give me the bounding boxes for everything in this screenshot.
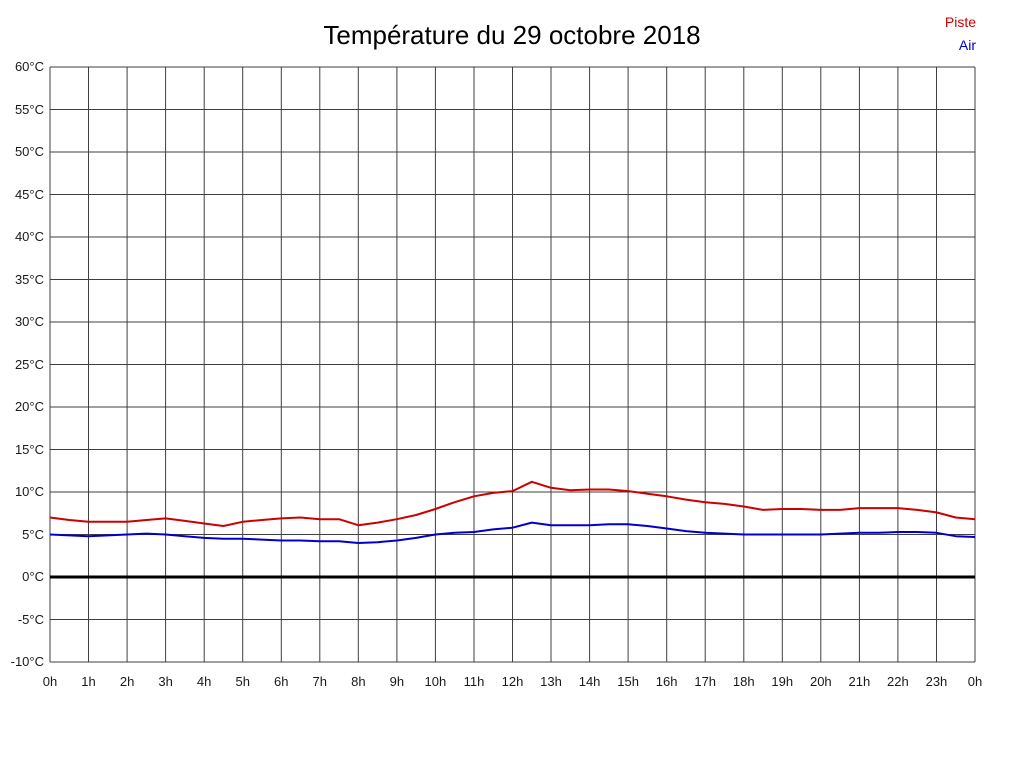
y-axis-tick-label: 10°C bbox=[14, 484, 44, 499]
x-axis-tick-label: 12h bbox=[501, 674, 524, 689]
x-axis-tick-label: 9h bbox=[389, 674, 405, 689]
x-axis-tick-labels: 0h 1h 2h 3h 4h 5h 6h 7h 8h 9h 10h 11h 12h 13h 14h 15h 16… bbox=[0, 674, 1024, 694]
series-line-air bbox=[49, 521, 976, 544]
x-axis-tick-label: 4h bbox=[196, 674, 212, 689]
x-axis-tick-label: 10h bbox=[424, 674, 447, 689]
chart-title: Température du 29 octobre 2018 bbox=[323, 20, 701, 50]
x-axis-tick-label: 20h bbox=[809, 674, 832, 689]
y-axis-tick-label: 20°C bbox=[14, 399, 44, 414]
y-axis-tick-label: 35°C bbox=[14, 271, 44, 287]
x-axis-tick-label: 19h bbox=[771, 674, 794, 689]
y-axis-tick-label: 30°C bbox=[14, 314, 44, 329]
y-axis-tick-label: -5°C bbox=[17, 611, 44, 627]
y-axis-tick-label: 45°C bbox=[14, 186, 44, 202]
x-axis-tick-label: 5h bbox=[235, 674, 250, 689]
x-axis-tick-label: 22h bbox=[887, 674, 909, 689]
x-axis-tick-label: 0h bbox=[967, 674, 983, 689]
legend-item-air: Air bbox=[958, 37, 976, 53]
x-axis-tick-label: 0h bbox=[42, 674, 58, 689]
y-axis-tick-label: -10°C bbox=[10, 654, 44, 669]
x-axis-tick-label: 7h bbox=[312, 674, 328, 689]
x-axis-tick-label: 23h bbox=[925, 674, 948, 689]
x-axis-tick-label: 3h bbox=[158, 674, 173, 689]
y-axis-tick-label: 60°C bbox=[14, 59, 44, 74]
x-axis-tick-label: 21h bbox=[848, 674, 871, 689]
y-axis-tick-label: 0°C bbox=[22, 569, 44, 584]
x-axis-tick-label: 14h bbox=[578, 674, 601, 689]
x-axis-tick-label: 6h bbox=[274, 674, 289, 689]
chart-legend: Piste Air bbox=[945, 11, 976, 57]
x-axis-tick-label: 13h bbox=[540, 674, 562, 689]
y-axis-tick-label: 40°C bbox=[14, 229, 44, 244]
y-axis-tick-labels: 60°C 55°C 50°C 45°C 40°C 35°C 30°C 25°C 20°C 15°C… bbox=[0, 0, 44, 768]
x-axis-tick-label: 18h bbox=[732, 674, 755, 689]
y-axis-tick-label: 15°C bbox=[14, 441, 44, 457]
y-axis-tick-label: 50°C bbox=[14, 144, 44, 159]
legend-item-piste: Piste bbox=[944, 14, 976, 30]
x-axis-tick-label: 8h bbox=[351, 674, 366, 689]
x-axis-tick-label: 2h bbox=[119, 674, 135, 689]
x-axis-tick-label: 17h bbox=[694, 674, 717, 689]
x-axis-tick-label: 1h bbox=[81, 674, 96, 689]
y-axis-tick-label: 55°C bbox=[14, 101, 44, 117]
x-axis-tick-label: 16h bbox=[655, 674, 678, 689]
x-axis-tick-label: 11h bbox=[463, 674, 485, 689]
y-axis-tick-label: 5°C bbox=[22, 526, 44, 542]
series-line-piste bbox=[49, 480, 976, 527]
y-axis-tick-label: 25°C bbox=[14, 356, 44, 372]
x-axis-tick-label: 15h bbox=[617, 674, 639, 689]
